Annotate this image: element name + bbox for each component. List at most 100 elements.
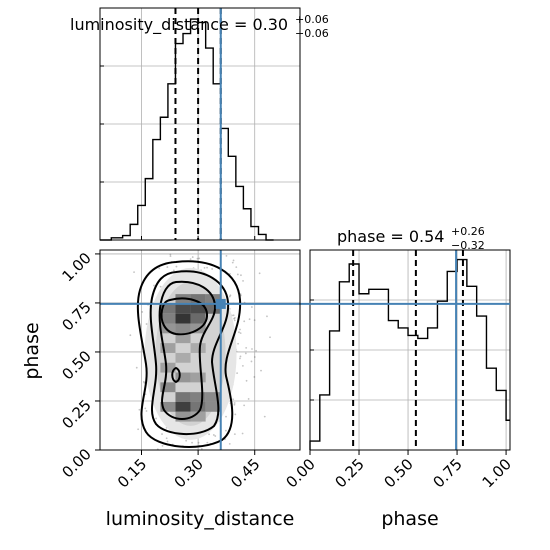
sample-point	[191, 256, 194, 258]
sample-point	[228, 442, 231, 445]
sample-point	[144, 407, 147, 410]
sample-point	[135, 366, 138, 369]
contour-level-0	[136, 260, 242, 448]
sample-point	[186, 245, 188, 247]
sample-point	[229, 294, 232, 297]
luminosity-distance-histogram-panel	[99, 7, 301, 241]
sample-point	[181, 453, 183, 455]
luminosity-distance-title-lower: −0.06	[295, 27, 329, 40]
sample-point	[207, 484, 209, 486]
sample-point	[206, 266, 208, 269]
sample-point	[245, 346, 248, 349]
density-cell-26	[205, 401, 221, 412]
density-cell-11	[160, 323, 176, 334]
sample-point	[239, 357, 241, 360]
sample-point	[233, 319, 236, 322]
density-cell-28	[190, 411, 206, 422]
density-cell-27	[160, 401, 176, 412]
sample-point	[239, 332, 242, 335]
density-cell-13	[175, 333, 191, 344]
sample-point	[251, 348, 253, 350]
x-tick-label-0.00: 0.00	[282, 455, 318, 491]
panel-frame	[309, 249, 511, 451]
sample-point	[236, 372, 239, 375]
sample-point	[137, 428, 140, 431]
x-tick-label-0.45: 0.45	[227, 455, 263, 491]
sample-point	[206, 441, 209, 444]
sample-point	[208, 433, 210, 436]
sample-point	[225, 254, 228, 257]
sample-point	[211, 235, 213, 237]
sample-point	[161, 433, 163, 435]
sample-point	[234, 316, 236, 319]
density-cell-5	[160, 313, 176, 324]
sample-point	[185, 439, 188, 442]
sample-point	[243, 404, 246, 407]
sample-point	[250, 306, 253, 308]
sample-point	[166, 266, 169, 268]
sample-point	[169, 253, 172, 256]
density-cell-14	[160, 343, 176, 353]
sample-point	[183, 242, 185, 244]
sample-point	[203, 266, 206, 269]
sample-point	[228, 295, 231, 298]
density-cell-15	[175, 352, 191, 363]
sample-point	[248, 318, 251, 321]
sample-point	[255, 349, 257, 352]
y-tick-label-0.00: 0.00	[58, 445, 94, 481]
phase-title: phase = 0.54	[337, 227, 444, 246]
sample-point	[186, 241, 188, 243]
sample-point	[238, 331, 240, 334]
sample-point	[250, 360, 253, 363]
x-tick-label-0.25: 0.25	[331, 455, 367, 491]
sample-point	[189, 258, 192, 261]
panel-frame	[99, 7, 301, 241]
density-cell-10	[175, 323, 191, 334]
sample-point	[201, 228, 203, 230]
y-tick-label-0.50: 0.50	[58, 347, 94, 383]
sample-point	[242, 280, 244, 282]
joint-density-content	[100, 226, 300, 486]
sample-point	[159, 285, 162, 288]
sample-point	[235, 266, 238, 269]
sample-point	[240, 274, 242, 277]
sample-point	[141, 311, 144, 313]
sample-point	[253, 319, 256, 322]
sample-point	[239, 355, 242, 358]
sample-point	[145, 323, 148, 325]
panel-frame	[99, 249, 301, 451]
sample-point	[236, 273, 239, 276]
contour-level-2	[158, 280, 217, 420]
density-cell-17	[160, 362, 176, 373]
sample-point	[153, 284, 155, 287]
sample-point	[244, 352, 247, 355]
sample-point	[172, 269, 175, 272]
x-tick-label-0.15: 0.15	[114, 455, 150, 491]
sample-point	[198, 257, 201, 260]
density-cell-20	[160, 382, 176, 393]
sample-point	[175, 265, 178, 268]
sample-point	[223, 469, 225, 471]
sample-point	[213, 471, 215, 473]
sample-point	[152, 226, 154, 228]
sample-point	[233, 433, 236, 436]
sample-point	[233, 317, 235, 320]
sample-point	[233, 402, 236, 404]
truth-marker	[215, 298, 226, 309]
sample-point	[165, 437, 168, 440]
sample-point	[142, 380, 145, 383]
sample-point	[247, 398, 250, 400]
density-cell-4	[175, 313, 191, 324]
sample-point	[253, 376, 256, 378]
sample-point	[219, 477, 221, 479]
x-tick-label-0.50: 0.50	[381, 455, 417, 491]
sample-point	[197, 441, 200, 444]
sample-point	[129, 334, 132, 337]
sample-point	[179, 246, 181, 248]
sample-point	[211, 268, 214, 270]
density-cell-29	[175, 411, 191, 422]
x-axis-label-luminosity-distance: luminosity_distance	[106, 508, 295, 530]
sample-point	[241, 432, 244, 435]
density-cell-25	[190, 401, 206, 412]
y-axis-label-phase: phase	[21, 322, 43, 379]
